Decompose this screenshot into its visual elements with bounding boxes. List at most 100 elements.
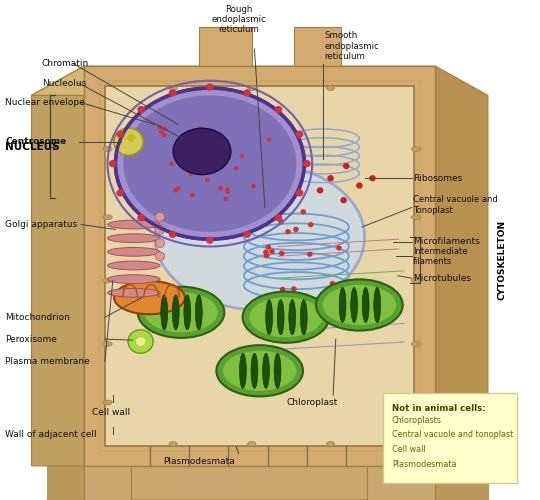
Circle shape: [337, 246, 341, 250]
Ellipse shape: [240, 354, 246, 388]
Circle shape: [286, 230, 290, 234]
Ellipse shape: [161, 295, 167, 330]
Circle shape: [275, 215, 282, 220]
Polygon shape: [47, 466, 488, 500]
Text: Smooth
endoplasmic
reticulum: Smooth endoplasmic reticulum: [324, 32, 379, 61]
Circle shape: [207, 84, 213, 90]
Circle shape: [163, 134, 166, 136]
Ellipse shape: [411, 400, 421, 405]
Circle shape: [328, 176, 333, 180]
Circle shape: [292, 287, 296, 291]
Circle shape: [280, 288, 285, 292]
Circle shape: [190, 172, 193, 176]
Ellipse shape: [195, 295, 202, 330]
Text: CYTOSKELETON: CYTOSKELETON: [497, 220, 507, 300]
Ellipse shape: [103, 146, 112, 152]
Circle shape: [252, 225, 256, 228]
Circle shape: [179, 161, 182, 164]
Circle shape: [191, 194, 194, 196]
Ellipse shape: [144, 292, 218, 333]
Circle shape: [199, 127, 202, 130]
Ellipse shape: [169, 86, 177, 90]
Circle shape: [208, 140, 212, 143]
FancyBboxPatch shape: [383, 392, 517, 483]
Ellipse shape: [223, 351, 296, 391]
Polygon shape: [31, 66, 84, 466]
Text: Plasma membrane: Plasma membrane: [5, 356, 90, 366]
Circle shape: [294, 228, 298, 232]
Circle shape: [330, 282, 334, 286]
Circle shape: [370, 176, 375, 180]
Circle shape: [265, 254, 269, 258]
Text: Chloroplasts: Chloroplasts: [392, 416, 442, 424]
Ellipse shape: [362, 288, 369, 322]
Ellipse shape: [249, 297, 322, 337]
Circle shape: [226, 188, 229, 191]
Polygon shape: [84, 66, 435, 466]
Circle shape: [110, 160, 116, 166]
Text: Microfilaments: Microfilaments: [413, 237, 480, 246]
Text: Nuclear envelope: Nuclear envelope: [5, 98, 85, 107]
Circle shape: [280, 252, 284, 256]
Circle shape: [170, 232, 176, 237]
Circle shape: [156, 238, 165, 248]
Text: Chromatin: Chromatin: [42, 59, 89, 68]
Circle shape: [128, 330, 153, 353]
Polygon shape: [47, 466, 84, 500]
Ellipse shape: [350, 288, 357, 322]
Polygon shape: [435, 466, 488, 500]
Circle shape: [309, 223, 313, 226]
Ellipse shape: [107, 275, 160, 283]
Circle shape: [136, 337, 145, 346]
Ellipse shape: [138, 286, 224, 338]
Circle shape: [270, 250, 274, 254]
Ellipse shape: [251, 354, 258, 388]
Ellipse shape: [411, 342, 421, 346]
Circle shape: [186, 150, 189, 152]
Ellipse shape: [155, 164, 364, 310]
Ellipse shape: [184, 295, 191, 330]
Polygon shape: [31, 66, 435, 96]
Ellipse shape: [103, 342, 112, 346]
Circle shape: [296, 190, 302, 196]
Ellipse shape: [300, 300, 307, 334]
Text: Rough
endoplasmic
reticulum: Rough endoplasmic reticulum: [211, 4, 266, 34]
Ellipse shape: [374, 288, 381, 322]
Circle shape: [192, 160, 195, 164]
Circle shape: [244, 232, 250, 237]
Ellipse shape: [116, 88, 304, 239]
Circle shape: [266, 245, 271, 249]
Text: Cell wall: Cell wall: [92, 408, 130, 416]
Circle shape: [191, 160, 194, 163]
Text: Cell wall: Cell wall: [392, 445, 426, 454]
Circle shape: [244, 90, 250, 96]
Circle shape: [308, 252, 312, 256]
Ellipse shape: [107, 234, 160, 242]
Circle shape: [267, 138, 271, 141]
Text: Plasmodesmata: Plasmodesmata: [164, 458, 235, 466]
Text: Centrosome: Centrosome: [5, 137, 66, 146]
Circle shape: [224, 198, 227, 200]
Ellipse shape: [289, 300, 295, 334]
Polygon shape: [294, 27, 341, 66]
Text: Chloroplast: Chloroplast: [287, 398, 338, 407]
Circle shape: [252, 184, 255, 188]
Polygon shape: [105, 86, 415, 446]
Ellipse shape: [266, 300, 273, 334]
Text: Nucleolus: Nucleolus: [42, 78, 86, 88]
Ellipse shape: [217, 345, 303, 397]
Circle shape: [226, 190, 230, 193]
Ellipse shape: [248, 86, 256, 90]
Ellipse shape: [107, 248, 160, 256]
Ellipse shape: [322, 285, 396, 325]
Circle shape: [138, 106, 144, 112]
Text: Peroxisome: Peroxisome: [5, 334, 57, 344]
Ellipse shape: [411, 146, 421, 152]
Circle shape: [156, 212, 165, 221]
Text: Intermediate
filaments: Intermediate filaments: [413, 246, 468, 266]
Circle shape: [158, 126, 161, 128]
Circle shape: [301, 210, 306, 214]
Circle shape: [160, 130, 163, 133]
Ellipse shape: [172, 295, 179, 330]
Polygon shape: [84, 466, 131, 500]
